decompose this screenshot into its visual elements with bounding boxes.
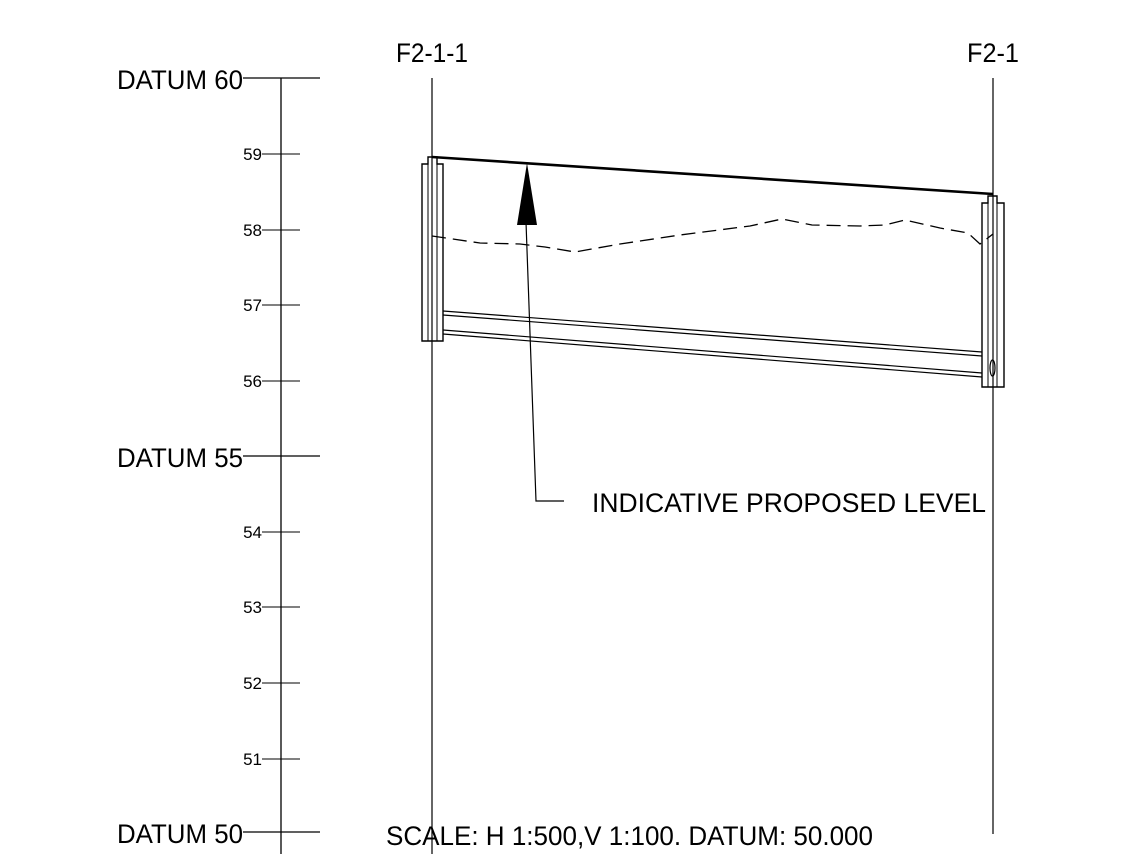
- tick-53-label: 53: [243, 598, 262, 617]
- proposed-level-arrow: [517, 163, 564, 502]
- right-manhole-label: F2-1: [967, 38, 1019, 68]
- tick-52-label: 52: [243, 674, 262, 693]
- tick-59-label: 59: [243, 145, 262, 164]
- scale-note: SCALE: H 1:500,V 1:100. DATUM: 50.000: [386, 821, 873, 851]
- proposed-level-line: [431, 155, 994, 196]
- left-manhole-label: F2-1-1: [396, 38, 468, 68]
- manhole-lines: F2-1-1 F2-1: [396, 38, 1019, 854]
- proposed-level-label: INDICATIVE PROPOSED LEVEL: [592, 488, 986, 518]
- right-manhole-chamber: [981, 195, 1005, 388]
- datum-60-label: DATUM 60: [117, 65, 243, 95]
- tick-58-label: 58: [243, 221, 262, 240]
- tick-51-label: 51: [243, 750, 262, 769]
- datum-55-label: DATUM 55: [117, 443, 243, 473]
- existing-ground-line: [431, 218, 994, 253]
- pipe: [442, 310, 983, 378]
- arrow-head: [517, 163, 537, 225]
- tick-56-label: 56: [243, 372, 262, 391]
- tick-54-label: 54: [243, 523, 262, 542]
- tick-57-label: 57: [243, 296, 262, 315]
- level-scale: DATUM 60 DATUM 55 DATUM 50 59 58 57 56 5…: [117, 65, 320, 854]
- datum-50-label: DATUM 50: [117, 819, 243, 849]
